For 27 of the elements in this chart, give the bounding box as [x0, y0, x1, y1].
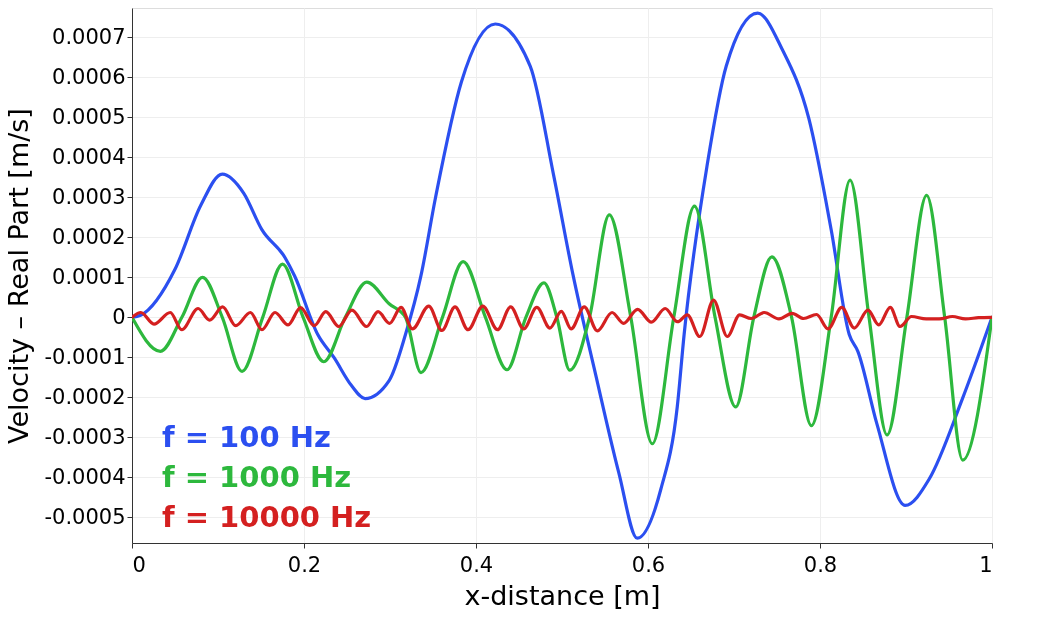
y-axis-title: Velocity – Real Part [m/s] [3, 108, 35, 444]
y-tick-label: 0.0007 [52, 24, 126, 49]
x-tick-label: 0.8 [803, 552, 838, 577]
y-tick-label: -0.0001 [44, 344, 126, 369]
line-series [132, 11, 992, 540]
text: f = 1000 Hz [162, 460, 352, 494]
text: f = 10000 Hz [162, 500, 372, 534]
x-axis-title: x-distance [m] [464, 579, 661, 611]
y-tick-label: 0.0003 [52, 184, 126, 209]
x-tick-label: 0.2 [287, 552, 322, 577]
y-tick-label: 0.0006 [52, 64, 126, 89]
x-tick-label: 0 [132, 552, 146, 577]
line-series [132, 298, 992, 339]
y-tick-label: 0 [112, 304, 126, 329]
y-tick-label: -0.0002 [44, 384, 126, 409]
y-tick-label: 0.0002 [52, 224, 126, 249]
line-series [132, 178, 992, 462]
series-label: f = 100 Hz [162, 420, 331, 454]
y-tick-label: -0.0003 [44, 424, 126, 449]
y-tick-label: -0.0005 [44, 504, 126, 529]
y-tick-label: 0.0005 [52, 104, 126, 129]
y-tick-label: 0.0004 [52, 144, 126, 169]
x-tick-label: 0.6 [631, 552, 666, 577]
x-tick-label: 0.4 [459, 552, 494, 577]
x-tick-label: 1 [979, 552, 993, 577]
y-tick-label: 0.0001 [52, 264, 126, 289]
y-tick-label: -0.0004 [44, 464, 126, 489]
